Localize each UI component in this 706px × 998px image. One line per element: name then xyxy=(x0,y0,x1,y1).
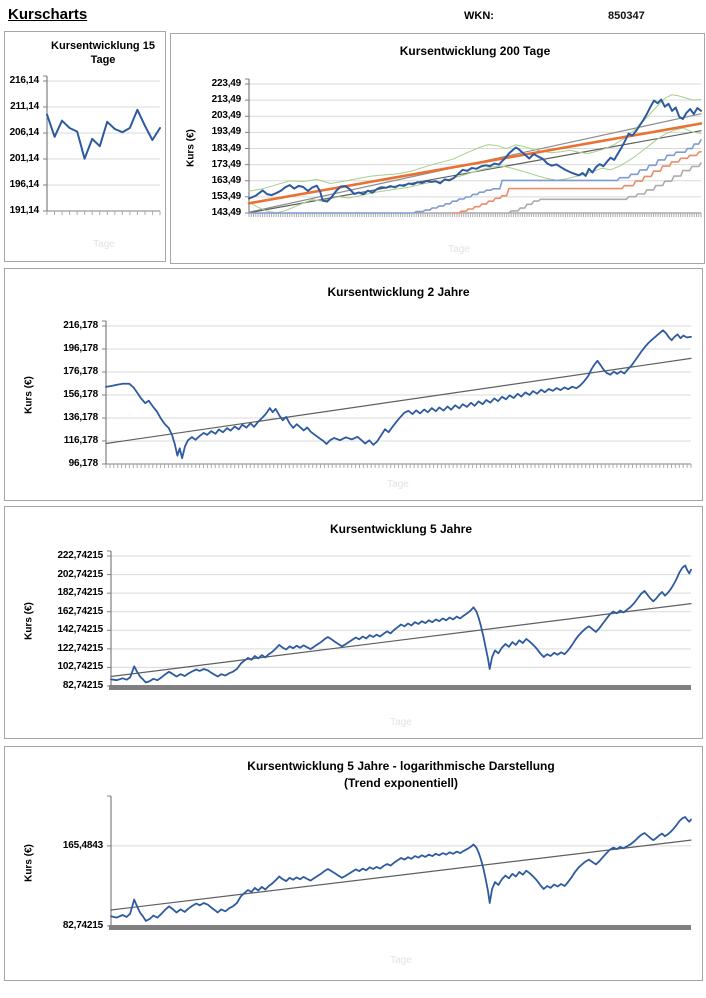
y-tick-label: 203,49 xyxy=(211,110,242,122)
y-tick-label: 216,14 xyxy=(9,75,40,86)
y-tick-label: 142,74215 xyxy=(57,624,104,636)
y-tick-label: 156,178 xyxy=(63,389,98,400)
y-tick-label: 211,14 xyxy=(10,101,39,112)
chart-title: Kursentwicklung 200 Tage xyxy=(399,44,551,58)
chart-box-15-tage[interactable]: Kursentwicklung 15 Tage Tage 216,14 211,1… xyxy=(4,31,166,262)
series-band-unten xyxy=(248,127,702,214)
y-tick-label: 196,14 xyxy=(9,179,40,190)
plot-svg xyxy=(102,320,692,468)
series-kurs xyxy=(110,564,692,684)
y-tick-label: 202,74215 xyxy=(57,568,104,580)
series-kurs xyxy=(46,108,161,160)
x-axis-label: Tage xyxy=(387,479,409,490)
chart-subtitle: (Trend exponentiell) xyxy=(343,776,458,790)
series-band-oben xyxy=(248,94,702,192)
y-tick-label: 122,74215 xyxy=(57,642,104,654)
chart-title: Kursentwicklung 5 Jahre xyxy=(329,522,473,536)
series-stufen-blau xyxy=(248,139,702,214)
series-kurs xyxy=(105,329,692,460)
plot-svg xyxy=(107,550,692,690)
wkn-value: 850347 xyxy=(608,10,645,22)
series-trend xyxy=(110,602,692,678)
y-tick-label: 191,14 xyxy=(9,205,40,216)
x-axis-label: Tage xyxy=(93,239,115,250)
series-stufen-orange xyxy=(451,150,702,214)
y-tick-label: 176,178 xyxy=(63,366,98,377)
chart-title: Kursentwicklung 15 Tage xyxy=(51,40,155,66)
series-trend-exponentiell xyxy=(110,839,692,911)
series-kurs xyxy=(110,816,692,922)
y-tick-label: 82,74215 xyxy=(62,680,103,691)
series-trend xyxy=(247,122,703,205)
x-axis-label: Tage xyxy=(448,244,470,255)
y-tick-label: 116,178 xyxy=(63,435,98,446)
series-trend xyxy=(105,357,692,445)
chart-title: Kursentwicklung 5 Jahre - logarithmische… xyxy=(247,759,555,773)
y-tick-label: 96,178 xyxy=(68,458,99,469)
y-tick-label: 201,14 xyxy=(9,153,40,164)
y-tick-label: 82,74215 xyxy=(62,920,103,931)
y-tick-label: 136,178 xyxy=(63,412,98,423)
x-axis-label: Tage xyxy=(390,717,412,728)
series-stufen-grau xyxy=(501,162,702,214)
plot-svg xyxy=(107,795,692,930)
chart-box-5-jahre-log[interactable]: Kursentwicklung 5 Jahre - logarithmische… xyxy=(4,746,703,981)
y-tick-label: 222,74215 xyxy=(57,550,104,561)
series-kurs xyxy=(248,98,702,203)
y-tick-label: 196,178 xyxy=(63,343,98,354)
plot-svg xyxy=(245,78,703,217)
y-tick-label: 102,74215 xyxy=(57,661,104,673)
page-title: Kurscharts xyxy=(8,6,88,23)
chart-box-5-jahre[interactable]: Kursentwicklung 5 Jahre Kurs (€) Tage 22… xyxy=(4,506,703,739)
y-tick-label: 213,49 xyxy=(211,94,242,106)
y-tick-label: 223,49 xyxy=(211,78,242,89)
y-tick-label: 165,4843 xyxy=(62,839,103,851)
chart-box-2-jahre[interactable]: Kursentwicklung 2 Jahre Kurs (€) Tage 21… xyxy=(4,268,703,501)
chart-box-200-tage[interactable]: Kursentwicklung 200 Tage Kurs (€) Tage 2… xyxy=(170,33,705,264)
y-tick-label: 182,74215 xyxy=(57,587,104,599)
y-tick-label: 216,178 xyxy=(63,320,98,331)
x-axis-label: Tage xyxy=(390,955,412,966)
y-tick-label: 183,49 xyxy=(211,142,242,154)
y-tick-label: 153,49 xyxy=(211,190,242,202)
y-tick-label: 173,49 xyxy=(211,158,242,170)
wkn-label: WKN: xyxy=(464,10,494,22)
y-tick-label: 206,14 xyxy=(9,127,40,138)
y-tick-label: 163,49 xyxy=(211,174,242,186)
chart-title: Kursentwicklung 2 Jahre xyxy=(327,285,470,299)
y-tick-label: 143,49 xyxy=(211,207,242,218)
y-tick-label: 193,49 xyxy=(211,126,242,138)
y-tick-label: 162,74215 xyxy=(57,605,104,617)
plot-svg xyxy=(43,75,161,215)
